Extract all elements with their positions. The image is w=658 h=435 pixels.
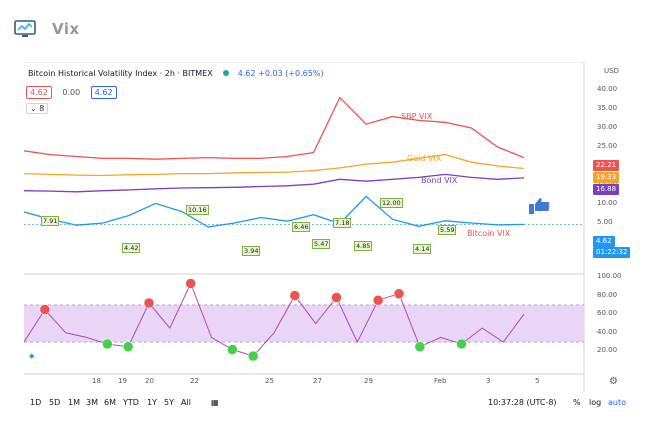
price-axis-tick: 10.00 xyxy=(597,199,618,207)
time-axis-tick: 3 xyxy=(486,377,491,385)
series-label-bitcoin: Bitcoin VIX xyxy=(467,229,511,238)
range-button-6m[interactable]: 6M xyxy=(104,398,116,407)
data-point-label: 5.47 xyxy=(312,239,331,249)
range-button-1y[interactable]: 1Y xyxy=(147,398,157,407)
oversold-marker[interactable] xyxy=(227,344,238,355)
oversold-marker[interactable] xyxy=(102,338,113,350)
calendar-icon[interactable]: ▦ xyxy=(211,398,219,407)
series-label-bond: Bond VIX xyxy=(421,176,458,185)
price-tag: 01:22:32 xyxy=(593,247,631,258)
price-axis-tick: 35.00 xyxy=(597,104,618,112)
time-axis-tick: 20 xyxy=(145,377,154,385)
overbought-marker[interactable] xyxy=(143,297,155,309)
chevron-down-icon: ⌄ xyxy=(30,104,37,113)
series-label-gold: Gold VIX xyxy=(407,154,442,163)
range-button-1d[interactable]: 1D xyxy=(30,398,42,407)
sbp-series-line[interactable] xyxy=(24,96,525,160)
data-point-label: 12.00 xyxy=(380,198,403,208)
time-axis-tick: 25 xyxy=(265,377,274,385)
oscillator-axis-tick: 40.00 xyxy=(597,327,618,336)
overbought-marker[interactable] xyxy=(393,288,405,299)
auto-scale-toggle[interactable]: auto xyxy=(608,398,627,407)
data-point-label: 5.59 xyxy=(438,225,457,235)
currency-label: USD xyxy=(604,67,619,75)
range-button-5d[interactable]: 5D xyxy=(49,398,61,407)
range-button-3m[interactable]: 3M xyxy=(86,398,98,407)
indicator-logo-icon: ◆ xyxy=(29,352,35,360)
time-axis-tick: 29 xyxy=(364,377,373,385)
price-axis-tick: 30.00 xyxy=(597,123,618,131)
time-axis-tick: Feb xyxy=(434,377,447,385)
data-point-label: 4.85 xyxy=(354,241,373,251)
price-tag: 16.88 xyxy=(593,184,620,195)
range-button-5y[interactable]: 5Y xyxy=(164,398,174,407)
thumbs-up-icon xyxy=(529,198,550,214)
oscillator-axis-tick: 20.00 xyxy=(597,346,618,355)
series-label-sbp: SBP VIX xyxy=(401,112,433,121)
oversold-marker[interactable] xyxy=(122,341,134,352)
data-point-label: 7.91 xyxy=(41,216,60,226)
market-status-dot xyxy=(223,70,230,76)
oversold-marker[interactable] xyxy=(414,341,426,352)
range-button-1m[interactable]: 1M xyxy=(68,398,80,407)
time-axis-tick: 19 xyxy=(118,377,127,385)
overbought-marker[interactable] xyxy=(289,290,301,301)
indicator-count: 8 xyxy=(39,104,45,113)
overbought-marker[interactable] xyxy=(39,304,51,315)
price-axis-tick: 40.00 xyxy=(597,85,618,93)
data-point-label: 6.46 xyxy=(292,222,311,232)
symbol-last-value: 4.62 +0.03 (+0.65%) xyxy=(237,69,324,78)
range-button-ytd[interactable]: YTD xyxy=(123,398,139,407)
range-button-all[interactable]: All xyxy=(181,398,191,407)
symbol-legend[interactable]: Bitcoin Historical Volatility Index · 2h… xyxy=(28,69,324,78)
log-scale-toggle[interactable]: log xyxy=(589,398,602,407)
oscillator-axis-tick: 80.00 xyxy=(597,290,618,299)
app-title: Vix xyxy=(52,20,80,38)
bitcoin-series-line[interactable] xyxy=(24,195,525,228)
oversold-marker[interactable] xyxy=(456,338,467,350)
app-header: Vix xyxy=(0,0,658,54)
price-tag: 19.33 xyxy=(593,172,620,183)
price-tag: 4.62 xyxy=(593,236,615,247)
percent-scale-toggle[interactable]: % xyxy=(573,398,581,407)
price-tag: 22.21 xyxy=(593,160,620,171)
chart-canvas[interactable] xyxy=(24,62,624,392)
ohlc-row: 4.62 0.00 4.62 xyxy=(26,86,121,99)
date-range-bar: 1D 5D 1M 3M 6M YTD 1Y 5Y All ▦ 10:37:28 (UTC-8) … xyxy=(0,396,658,412)
oscillator-band xyxy=(24,304,584,343)
overbought-marker[interactable] xyxy=(372,295,384,306)
time-axis-tick: 27 xyxy=(313,377,322,385)
data-point-label: 4.14 xyxy=(413,244,432,254)
time-axis-tick: 5 xyxy=(535,377,540,385)
time-axis-tick: 18 xyxy=(92,377,101,385)
overbought-marker[interactable] xyxy=(331,292,342,303)
gold-series-line[interactable] xyxy=(24,153,525,177)
oscillator-axis-tick: 100.00 xyxy=(597,272,622,280)
chart-settings-gear-icon[interactable]: ⚙ xyxy=(609,376,618,387)
clock-time[interactable]: 10:37:28 (UTC-8) xyxy=(488,398,557,407)
data-point-label: 4.42 xyxy=(122,243,141,253)
oscillator-axis-tick: 60.00 xyxy=(597,309,618,318)
oversold-marker[interactable] xyxy=(247,350,259,362)
price-axis-tick: 5.00 xyxy=(597,218,613,226)
overbought-marker[interactable] xyxy=(185,278,196,289)
time-axis-tick: 22 xyxy=(190,377,199,385)
sell-price-box[interactable]: 4.62 xyxy=(26,86,52,99)
data-point-label: 3.94 xyxy=(242,246,261,256)
monitor-chart-icon xyxy=(14,20,36,37)
symbol-title: Bitcoin Historical Volatility Index · 2h… xyxy=(28,69,213,78)
spread-value: 0.00 xyxy=(62,88,81,97)
buy-price-box[interactable]: 4.62 xyxy=(90,86,117,99)
data-point-label: 10.16 xyxy=(186,205,209,215)
data-point-label: 7.18 xyxy=(333,218,352,228)
bond-series-line[interactable] xyxy=(24,173,525,193)
price-axis-tick: 25.00 xyxy=(597,142,618,150)
indicators-collapse-button[interactable]: ⌄ 8 xyxy=(26,103,49,114)
